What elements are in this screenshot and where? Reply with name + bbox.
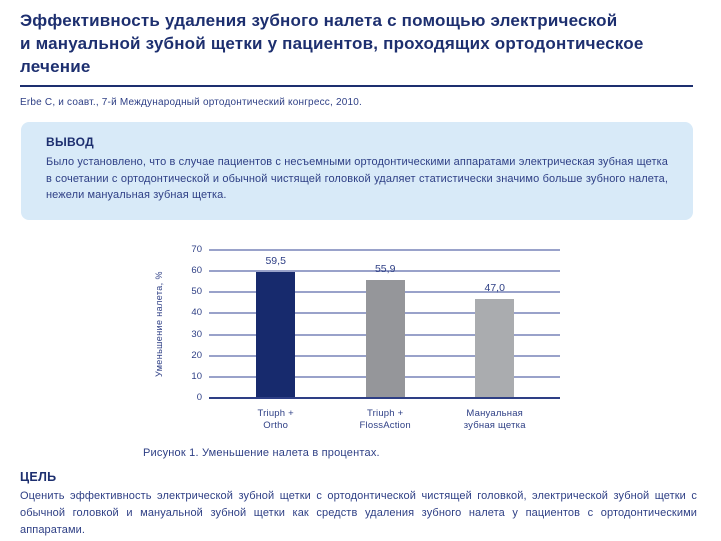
bar (256, 272, 296, 398)
bar-value-label: 55,9 (374, 262, 396, 275)
x-category-label: Triuph + Ortho (257, 408, 294, 431)
bar (365, 279, 405, 398)
y-tick-label: 0 (196, 392, 202, 403)
y-tick-label: 50 (191, 286, 202, 298)
bar-value-label: 59,5 (265, 255, 286, 268)
goal-section: ЦЕЛЬ Оценить эффективность электрической… (20, 470, 697, 539)
gridline (209, 270, 560, 273)
page-title-line: и мануальной зубной щетки у пациентов, п… (20, 34, 644, 53)
title-divider (20, 85, 693, 87)
y-tick-label: 10 (191, 370, 202, 382)
y-tick-label: 70 (191, 244, 202, 255)
goal-text: Оценить эффективность электрической зубн… (20, 490, 697, 536)
goal-heading: ЦЕЛЬ (20, 470, 57, 484)
gridline (209, 249, 560, 251)
page-title-line: Эффективность удаления зубного налета с … (20, 11, 618, 30)
x-category-label: Мануальная зубная щетка (463, 408, 526, 431)
conclusion-text: Было установлено, что в случае пациентов… (46, 156, 668, 201)
page-title-line: лечение (20, 57, 91, 76)
page-title: Эффективность удаления зубного налета с … (20, 9, 644, 78)
conclusion-heading: ВЫВОД (46, 135, 95, 149)
y-tick-label: 20 (191, 349, 202, 361)
citation-text: Erbe C, и соавт., 7-й Международный орто… (20, 97, 362, 108)
y-tick-label: 30 (191, 328, 202, 340)
conclusion-box: ВЫВОД Было установлено, что в случае пац… (21, 122, 693, 220)
y-tick-label: 60 (191, 265, 202, 277)
y-tick-label: 40 (191, 307, 202, 319)
bar-value-label: 47,0 (484, 281, 505, 294)
bar (475, 298, 515, 398)
bar-chart: Уменьшение налета, % 0 10 20 30 40 50 60 70 59,5… (150, 244, 580, 439)
figure-caption: Рисунок 1. Уменьшение налета в процентах… (143, 447, 380, 459)
x-axis-line (209, 397, 560, 399)
x-category-label: Triuph + FlossAction (359, 408, 411, 431)
